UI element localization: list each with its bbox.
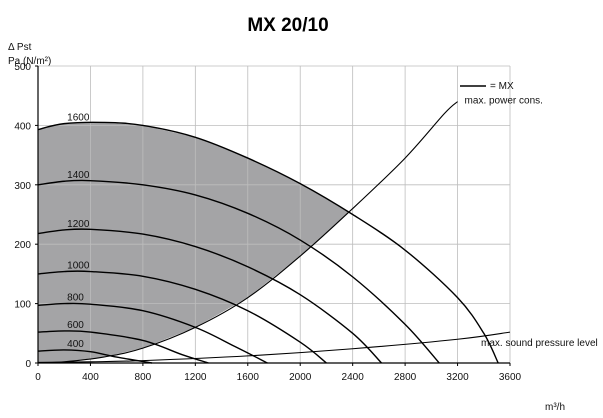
curve-label-1600: 1600 xyxy=(67,112,90,123)
y-tick-label: 400 xyxy=(14,121,31,132)
legend: = MX xyxy=(460,81,514,92)
fan-curves: 1600 1400 1200 1000 800 600 400 xyxy=(37,112,499,364)
x-tick-label: 0 xyxy=(35,372,41,383)
x-tick-label: 2400 xyxy=(342,372,365,383)
curve-1200 xyxy=(37,228,383,364)
x-tick-label: 3200 xyxy=(446,372,469,383)
curve-800 xyxy=(37,302,268,364)
y-tick-label: 300 xyxy=(14,181,31,192)
x-tick-label: 2000 xyxy=(289,372,312,383)
x-tick-label: 3600 xyxy=(499,372,522,383)
chart-title: MX 20/10 xyxy=(247,15,328,36)
annotation-curve-1 xyxy=(37,331,511,363)
curve-label-800: 800 xyxy=(67,293,84,304)
y-tick-label: 200 xyxy=(14,240,31,251)
curve-label-1200: 1200 xyxy=(67,219,90,230)
curve-label-1400: 1400 xyxy=(67,170,90,181)
y-tick-label: 0 xyxy=(25,359,31,370)
annotation-curve-0 xyxy=(37,101,458,364)
y-axis-label-line1: Δ Pst xyxy=(8,42,32,53)
curve-label-1000: 1000 xyxy=(67,261,90,272)
y-tick-label: 500 xyxy=(14,62,31,73)
curve-1600 xyxy=(37,121,499,364)
curve-label-400: 400 xyxy=(67,339,84,350)
grid xyxy=(38,65,511,363)
legend-text: = MX xyxy=(490,81,514,92)
shaded-area xyxy=(38,122,499,363)
y-tick-label: 100 xyxy=(14,300,31,311)
x-tick-label: 1600 xyxy=(237,372,260,383)
annotation-power: max. power cons. xyxy=(465,96,543,107)
x-tick-label: 2800 xyxy=(394,372,417,383)
annotation-sound: max. sound pressure level xyxy=(481,338,598,349)
y-axis-label-line2: Pa (N/m²) xyxy=(8,56,51,67)
x-axis-label: m³/h xyxy=(545,402,565,413)
curve-400 xyxy=(37,349,153,364)
annotation-curves: max. power cons. max. sound pressure leve… xyxy=(37,96,598,364)
axes xyxy=(37,66,510,364)
operating-range-shade xyxy=(38,122,499,363)
curve-1000 xyxy=(37,270,327,364)
x-tick-label: 800 xyxy=(135,372,152,383)
curve-label-600: 600 xyxy=(67,320,84,331)
x-tick-label: 1200 xyxy=(184,372,207,383)
curve-1400 xyxy=(37,179,440,364)
tick-labels: 0 400 800 1200 1600 2000 2400 2800 3200 3600 0 100 2… xyxy=(14,62,521,383)
curve-600 xyxy=(37,330,209,364)
x-tick-label: 400 xyxy=(82,372,99,383)
